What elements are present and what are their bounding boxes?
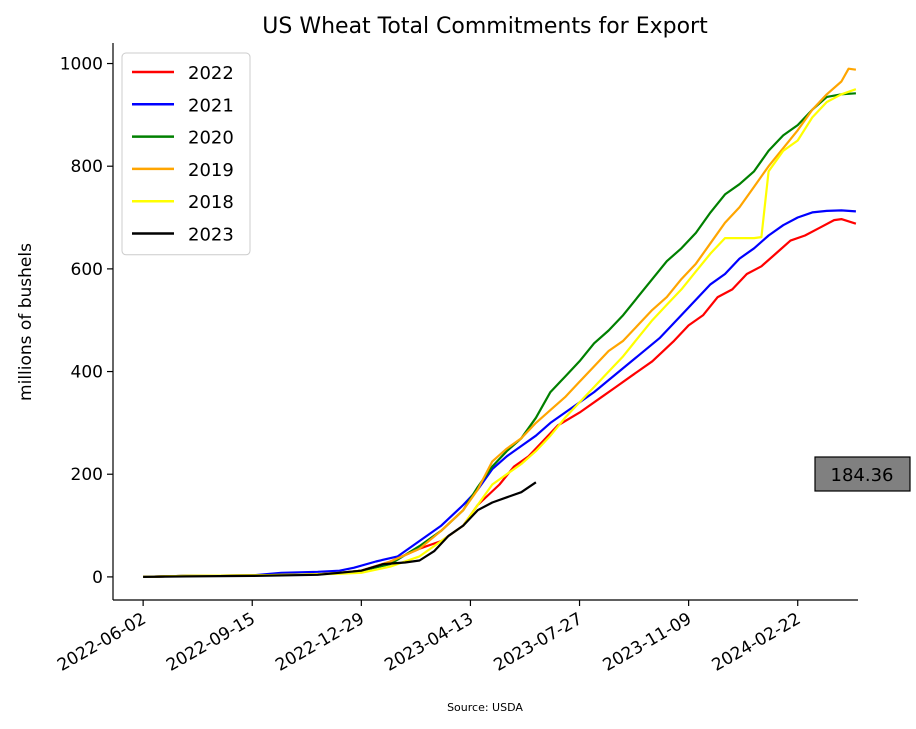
series-line-2019: [143, 67, 857, 578]
legend-label-2019: 2019: [188, 160, 234, 181]
y-tick-label: 200: [71, 465, 103, 485]
value-annotation-box: [814, 456, 911, 492]
series-line-2018: [143, 88, 857, 578]
plot-area: [143, 67, 857, 578]
legend-label-2020: 2020: [188, 128, 234, 149]
x-tick-label: 2023-04-13: [381, 609, 477, 676]
y-axis: 0 200 400 600 800 1000: [60, 43, 114, 600]
legend-label-2023: 2023: [188, 225, 234, 246]
legend-label-2021: 2021: [188, 95, 234, 116]
y-tick-label: 800: [71, 157, 103, 177]
chart-title: US Wheat Total Commitments for Export: [262, 14, 708, 39]
x-tick-label: 2023-07-27: [490, 609, 586, 676]
source-note: Source: USDA: [447, 701, 523, 714]
y-tick-label: 600: [71, 260, 103, 280]
legend-label-2018: 2018: [188, 192, 234, 213]
y-axis-label: millions of bushels: [16, 243, 36, 401]
x-tick-label: 2022-06-02: [54, 609, 150, 676]
value-annotation: 184.36: [814, 456, 911, 492]
x-tick-label: 2022-12-29: [272, 609, 368, 676]
y-tick-label: 0: [92, 568, 103, 588]
legend: 2022 2021 2020 2019 2018 2023: [121, 52, 251, 256]
x-tick-label: 2022-09-15: [163, 609, 259, 676]
x-tick-label: 2024-02-22: [709, 609, 805, 676]
x-tick-label: 2023-11-09: [600, 609, 696, 676]
x-axis: 2022-06-02 2022-09-15 2022-12-29 2023-04-13…: [54, 599, 858, 676]
series-line-2022: [143, 218, 857, 578]
series-line-2023: [143, 481, 537, 578]
legend-label-2022: 2022: [188, 63, 234, 84]
value-annotation-text: 184.36: [831, 465, 894, 486]
series-line-2021: [143, 209, 856, 578]
y-tick-label: 1000: [60, 55, 103, 75]
y-tick-label: 400: [71, 363, 103, 383]
